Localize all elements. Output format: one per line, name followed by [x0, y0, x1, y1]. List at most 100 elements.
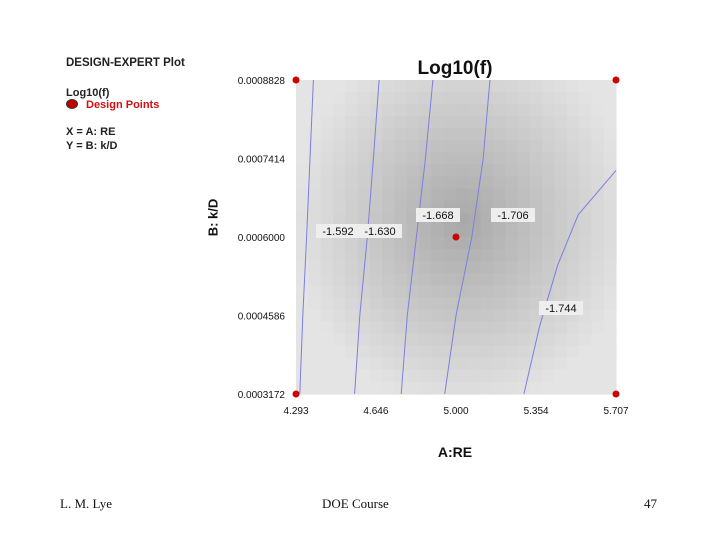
heatmap-cell — [382, 164, 396, 178]
heatmap-cell — [419, 92, 432, 105]
heatmap-cell — [369, 309, 383, 323]
heatmap-cell — [542, 357, 556, 371]
heatmap-cell — [345, 152, 359, 166]
heatmap-cell — [382, 249, 396, 262]
heatmap-cell — [357, 273, 371, 286]
heatmap-cell — [357, 381, 371, 395]
heatmap-cell — [431, 176, 445, 190]
heatmap-cell — [492, 104, 506, 117]
heatmap-cell — [468, 164, 482, 178]
heatmap-cell — [419, 237, 432, 250]
heatmap-cell — [468, 309, 482, 323]
heatmap-cell — [369, 200, 383, 214]
heatmap-cell — [431, 285, 445, 298]
heatmap-cell — [529, 164, 543, 178]
heatmap-cell — [431, 104, 445, 117]
heatmap-cell — [566, 128, 580, 141]
heatmap-cell — [505, 92, 519, 105]
heatmap-cell — [468, 224, 482, 238]
heatmap-cell — [492, 321, 506, 335]
heatmap-cell — [456, 345, 469, 359]
heatmap-cell — [296, 104, 309, 117]
heatmap-cell — [456, 333, 469, 347]
heatmap-cell — [419, 333, 432, 347]
heatmap-cell — [332, 345, 346, 359]
heatmap-cell — [554, 273, 568, 286]
heatmap-cell — [566, 200, 580, 214]
heatmap-cell — [517, 128, 531, 141]
heatmap-cell — [443, 333, 457, 347]
heatmap-cell — [542, 200, 556, 214]
heatmap-cell — [357, 128, 371, 141]
heatmap-cell — [579, 369, 592, 383]
heatmap-cell — [320, 104, 334, 117]
heatmap-cell — [542, 164, 556, 178]
heatmap-cell — [345, 128, 359, 141]
heatmap-cell — [603, 128, 617, 141]
footer-course: DOE Course — [322, 496, 389, 511]
heatmap-cell — [406, 128, 420, 141]
heatmap-cell — [492, 381, 506, 395]
heatmap-cell — [443, 140, 457, 154]
heatmap-cell — [456, 381, 469, 395]
heatmap-cell — [382, 152, 396, 166]
heatmap-cell — [406, 309, 420, 323]
heatmap-cell — [468, 285, 482, 298]
heatmap-cell — [369, 188, 383, 202]
heatmap-cell — [296, 369, 309, 383]
heatmap-cell — [591, 176, 605, 190]
heatmap-cell — [591, 333, 605, 347]
heatmap-cell — [517, 345, 531, 359]
heatmap-cell — [406, 273, 420, 286]
heatmap-cell — [406, 116, 420, 129]
heatmap-cell — [369, 176, 383, 190]
heatmap-cell — [394, 309, 408, 323]
heatmap-cell — [542, 237, 556, 250]
heatmap-cell — [554, 92, 568, 105]
heatmap-cell — [566, 152, 580, 166]
heatmap-cell — [542, 188, 556, 202]
heatmap-cell — [369, 104, 383, 117]
heatmap-cell — [468, 152, 482, 166]
heatmap-cell — [517, 152, 531, 166]
heatmap-cell — [419, 345, 432, 359]
heatmap-cell — [357, 140, 371, 154]
heatmap-cell — [406, 176, 420, 190]
heatmap-cell — [296, 164, 309, 178]
heatmap-cell — [443, 80, 457, 93]
heatmap-cell — [517, 140, 531, 154]
heatmap-cell — [579, 116, 592, 129]
heatmap-cell — [332, 333, 346, 347]
heatmap-cell — [529, 176, 543, 190]
heatmap-cell — [566, 369, 580, 383]
heatmap-cell — [296, 345, 309, 359]
heatmap-cell — [394, 212, 408, 226]
heatmap-cell — [529, 381, 543, 395]
heatmap-cell — [296, 128, 309, 141]
heatmap-cell — [320, 357, 334, 371]
heatmap-cell — [505, 297, 519, 311]
heatmap-cell — [443, 249, 457, 262]
heatmap-cell — [480, 321, 494, 335]
contour-label: -1.592 — [322, 226, 353, 238]
heatmap-cell — [443, 128, 457, 141]
heatmap-cell — [406, 80, 420, 93]
heatmap-cell — [345, 92, 359, 105]
heatmap-cell — [579, 357, 592, 371]
heatmap-cell — [480, 237, 494, 250]
heatmap-cell — [357, 297, 371, 311]
heatmap-cell — [308, 104, 322, 117]
heatmap-cell — [296, 80, 309, 93]
x-axis-label: A:RE — [437, 444, 473, 460]
heatmap-cell — [554, 369, 568, 383]
design-point — [612, 76, 620, 84]
heatmap-cell — [468, 176, 482, 190]
contour-line — [400, 79, 434, 395]
heatmap-cell — [394, 237, 408, 250]
heatmap-cell — [357, 212, 371, 226]
heatmap-cell — [603, 104, 617, 117]
heatmap-cell — [505, 309, 519, 323]
heatmap-cell — [406, 249, 420, 262]
heatmap-cell — [345, 381, 359, 395]
heatmap-cell — [320, 212, 334, 226]
